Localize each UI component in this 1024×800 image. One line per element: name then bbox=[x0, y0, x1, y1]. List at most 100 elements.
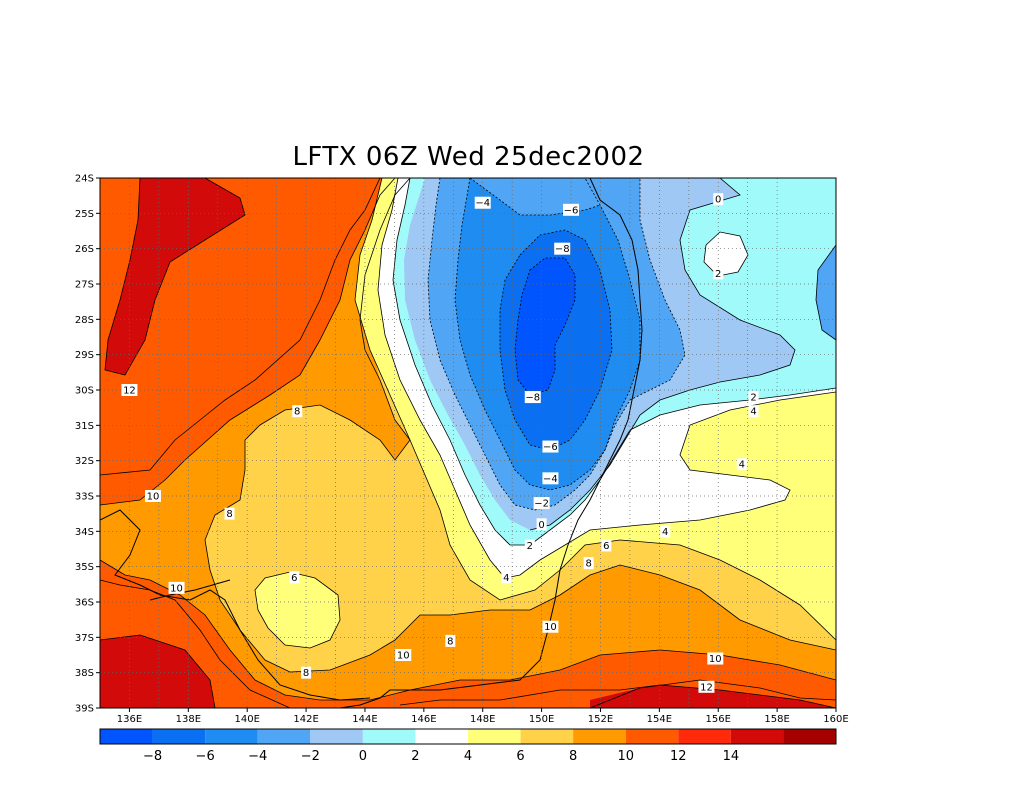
map-grid bbox=[100, 178, 836, 708]
region-neg4-top bbox=[430, 178, 600, 215]
lat-tick-label: 37S bbox=[75, 633, 94, 644]
contour-label-bg bbox=[524, 391, 541, 404]
contour-label: −6 bbox=[564, 205, 579, 216]
contour-label: 12 bbox=[123, 386, 136, 397]
contour-label-bg bbox=[168, 581, 185, 594]
contour-label: 6 bbox=[603, 541, 609, 552]
region-2-4-east bbox=[704, 232, 748, 276]
colorbar-swatch bbox=[362, 729, 416, 744]
colorbar-label: 14 bbox=[723, 749, 740, 764]
colorbar-label: 6 bbox=[516, 749, 524, 764]
contour-label: 10 bbox=[170, 583, 183, 594]
lon-tick-label: 144E bbox=[352, 714, 377, 725]
colorbar-swatch bbox=[415, 729, 468, 744]
colorbar-label: 12 bbox=[670, 749, 687, 764]
contour-label: 8 bbox=[586, 559, 592, 570]
lon-tick-label: 152E bbox=[588, 714, 613, 725]
lon-tick-label: 150E bbox=[529, 714, 554, 725]
contour-label: 0 bbox=[538, 520, 544, 531]
contour-label: 6 bbox=[291, 573, 297, 584]
colorbar-swatch bbox=[257, 729, 311, 744]
contour-label-bg bbox=[301, 666, 312, 679]
lon-tick-label: 136E bbox=[117, 714, 142, 725]
region-below-neg8 bbox=[515, 258, 575, 395]
contour-label: 10 bbox=[544, 622, 557, 633]
latitude-axis: 24S 25S 26S 27S 28S 29S 30S 31S 32S 33S 34S 35S 36S 3… bbox=[75, 174, 100, 715]
lon-tick-label: 154E bbox=[647, 714, 672, 725]
contour-label: −8 bbox=[525, 393, 540, 404]
lat-tick-label: 28S bbox=[75, 315, 94, 326]
colorbar-swatch bbox=[520, 729, 574, 744]
colorbar-swatch bbox=[625, 729, 679, 744]
contour-label-bg bbox=[583, 557, 594, 570]
contour-label-bg bbox=[748, 405, 759, 418]
lat-tick-label: 32S bbox=[75, 456, 94, 467]
contour-label-bg bbox=[533, 497, 550, 510]
colorbar-label: −2 bbox=[301, 749, 320, 764]
contour-label: 10 bbox=[397, 651, 410, 662]
lat-tick-label: 26S bbox=[75, 244, 94, 255]
contour-labels: −4−6−8−8−6−4−202468108108681010128022444… bbox=[121, 193, 759, 693]
colorbar-frame bbox=[99, 728, 837, 745]
contour-label-bg bbox=[395, 649, 412, 661]
contour-label: 0 bbox=[715, 195, 721, 206]
lat-tick-label: 31S bbox=[75, 421, 94, 432]
lat-tick-label: 30S bbox=[75, 386, 94, 397]
lat-tick-label: 27S bbox=[75, 280, 94, 291]
contour-label-bg bbox=[660, 525, 671, 538]
region-12-14-sw bbox=[100, 635, 215, 708]
contour-label-bg bbox=[536, 518, 547, 531]
lat-tick-label: 25S bbox=[75, 209, 94, 220]
page-title: LFTX 06Z Wed 25dec2002 bbox=[292, 142, 645, 172]
negative-contour-lines bbox=[427, 178, 686, 511]
region-12-14-nw bbox=[105, 178, 245, 375]
lat-tick-label: 38S bbox=[75, 668, 94, 679]
contour-label: 2 bbox=[715, 269, 721, 280]
colorbar-label: 8 bbox=[569, 749, 577, 764]
contour-label: 12 bbox=[700, 682, 713, 693]
lat-tick-label: 35S bbox=[75, 562, 94, 573]
colorbar-swatch bbox=[468, 729, 521, 744]
lon-tick-label: 158E bbox=[764, 714, 789, 725]
region-neg4-neg2-east bbox=[816, 245, 836, 340]
contour-label-bg bbox=[524, 539, 535, 552]
contour-label: 2 bbox=[527, 541, 533, 552]
contour-label-bg bbox=[736, 458, 747, 471]
lat-tick-label: 39S bbox=[75, 704, 94, 715]
longitude-axis: 136E 138E 140E 142E 144E 146E 148E 150E 152E 154E… bbox=[117, 708, 849, 725]
lat-tick-label: 33S bbox=[75, 492, 94, 503]
contour-label: −4 bbox=[543, 474, 558, 485]
colorbar-swatch bbox=[152, 729, 206, 744]
contour-label-bg bbox=[144, 490, 161, 502]
colorbar-label: 10 bbox=[617, 749, 634, 764]
contour-label-bg bbox=[601, 539, 612, 552]
colorbar-label: 4 bbox=[464, 749, 472, 764]
colorbar-label: −4 bbox=[248, 749, 267, 764]
contour-label-bg bbox=[501, 571, 512, 584]
contour-label: 4 bbox=[662, 527, 668, 538]
lat-tick-label: 29S bbox=[75, 350, 94, 361]
lon-tick-label: 156E bbox=[706, 714, 731, 725]
contour-label: 8 bbox=[294, 407, 300, 418]
colorbar-swatch bbox=[205, 729, 258, 744]
contour-label-bg bbox=[707, 652, 724, 665]
contour-label-bg bbox=[292, 405, 303, 418]
colorbar-swatch bbox=[678, 729, 731, 744]
colorbar-swatch bbox=[730, 729, 784, 744]
contour-label-bg bbox=[554, 242, 571, 255]
contour-label: 4 bbox=[503, 573, 509, 584]
lon-tick-label: 140E bbox=[234, 714, 259, 725]
lat-tick-label: 36S bbox=[75, 598, 94, 609]
contour-label-bg bbox=[445, 634, 456, 647]
contour-label-bg bbox=[121, 384, 138, 396]
contour-label-bg bbox=[542, 440, 559, 453]
contour-label: −6 bbox=[543, 442, 558, 453]
colorbar-swatch bbox=[100, 729, 153, 744]
contour-label: 8 bbox=[303, 668, 309, 679]
colorbar-label: 2 bbox=[411, 749, 419, 764]
contour-label: 10 bbox=[147, 492, 160, 503]
contour-label: 8 bbox=[226, 509, 232, 520]
region-12-14-se bbox=[590, 680, 836, 708]
contour-label: 4 bbox=[750, 407, 756, 418]
